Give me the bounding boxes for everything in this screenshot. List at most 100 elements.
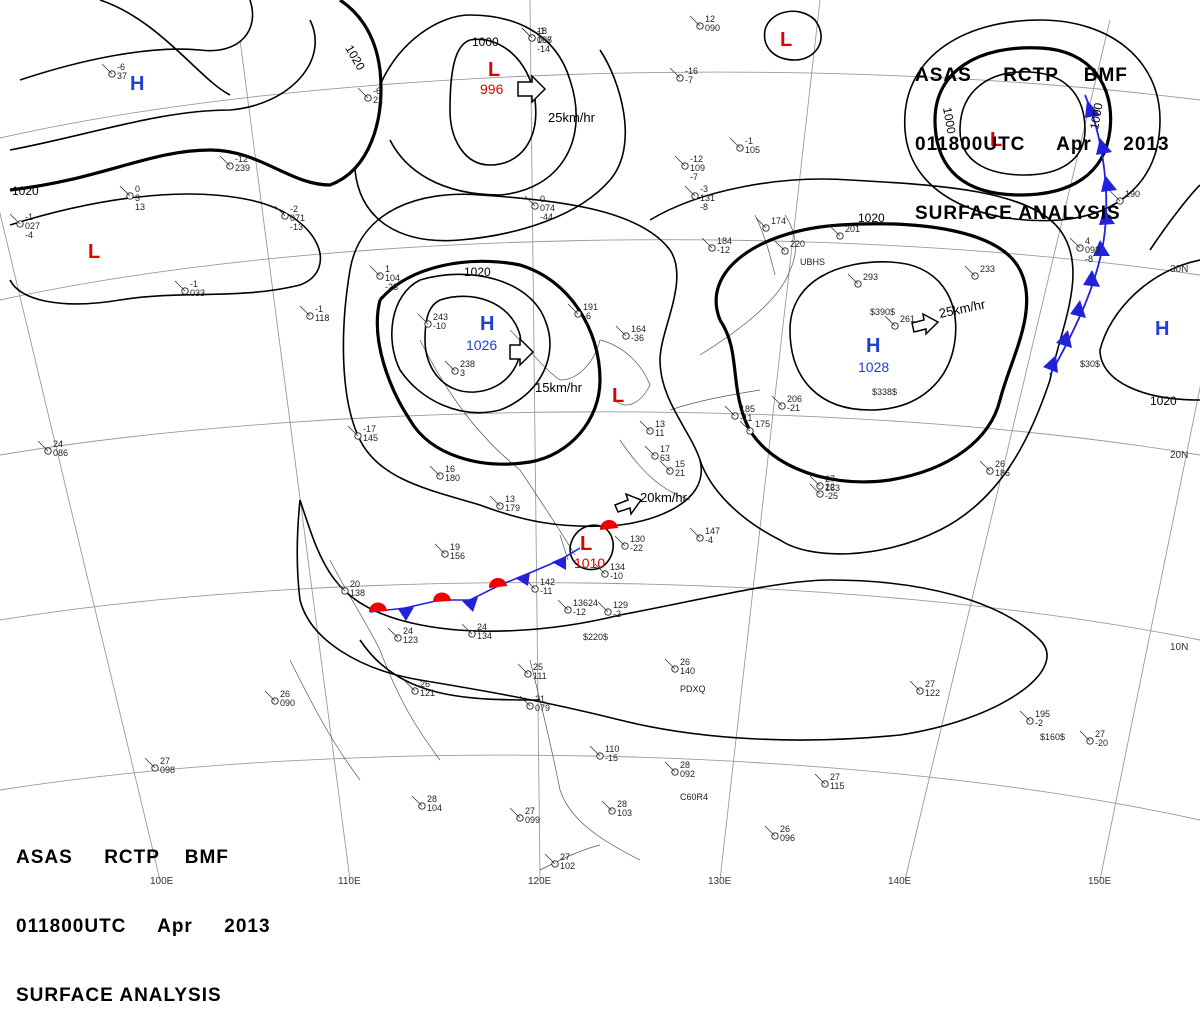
wind-barb (764, 825, 776, 837)
station-value: -44 (540, 212, 553, 222)
station-value: 142 (540, 577, 555, 587)
cold-front-symbol (1093, 240, 1110, 256)
station-value: -11 (540, 586, 552, 596)
station-plot: 164-36 (615, 324, 646, 343)
isobar-label: 1000 (1087, 101, 1105, 130)
station-value: 24 (53, 439, 63, 449)
station-value: 293 (863, 272, 878, 282)
wind-barb (174, 280, 186, 292)
high-center-marker: H (130, 73, 144, 95)
isobar-northeast-low-1000 (959, 71, 1086, 176)
isobar-northeast-low-outer (904, 19, 1161, 222)
station-value: -6 (373, 86, 381, 96)
station-value: 27 (1095, 729, 1105, 739)
lat-label: 20N (1170, 450, 1188, 461)
station-plot: 147-4 (689, 526, 720, 545)
station-value: 122 (925, 688, 940, 698)
title-station: RCTP (1003, 65, 1059, 86)
wind-barb (429, 465, 441, 477)
northeast-cold-front (1043, 94, 1117, 376)
station-value: 3 (460, 368, 465, 378)
motion-arrows (509, 74, 940, 516)
lon-label: 150E (1088, 876, 1112, 887)
title-center: ASAS (915, 65, 972, 86)
wind-barb (219, 155, 231, 167)
cold-front-symbol (552, 556, 566, 570)
station-value: 24 (477, 622, 487, 632)
wind-barb (101, 63, 113, 75)
station-value: 26 (420, 679, 430, 689)
wind-barb (684, 185, 696, 197)
station-value: 179 (505, 503, 520, 513)
station-value: 19 (450, 542, 460, 552)
wind-barb (689, 15, 701, 27)
station-value: 079 (535, 703, 550, 713)
station-value: 033 (190, 288, 205, 298)
cold-front-symbol (1099, 208, 1115, 225)
isobar-label: 1020 (464, 265, 491, 279)
station-value: 180 (445, 473, 460, 483)
station-plot: -637 (101, 62, 127, 81)
meridian-140e (904, 19, 1111, 881)
isobar-central-1020 (391, 273, 551, 414)
title-year: 2013 (1123, 134, 1170, 155)
isobar-northwest-c (99, 0, 231, 96)
station-value: 145 (363, 433, 378, 443)
station-value: -25 (825, 491, 838, 501)
wind-barb (739, 420, 751, 432)
station-value: -13 (290, 222, 303, 232)
warm-front-symbol (368, 602, 387, 612)
low-center-marker: L (612, 385, 624, 407)
station-value: 11 (655, 428, 664, 438)
station-value: -36 (631, 333, 644, 343)
wind-barb (884, 315, 896, 327)
cold-front-symbol (1056, 330, 1072, 348)
station-value: 092 (680, 769, 695, 779)
station-value: -12 (717, 245, 730, 255)
station-value: -12 (235, 154, 248, 164)
station-plot: 261 (884, 314, 915, 330)
front-line (1049, 94, 1108, 376)
station-value: 26 (280, 689, 290, 699)
station-value: 185 (740, 404, 755, 414)
station-value: -8 (1085, 254, 1093, 264)
lon-label: 120E (528, 876, 552, 887)
station-value: 190 (1125, 189, 1140, 199)
wind-barb (461, 623, 473, 635)
station-value: 098 (160, 765, 175, 775)
wind-barb (664, 658, 676, 670)
wind-barb (357, 87, 369, 99)
isobar-east-high-inner (789, 261, 957, 411)
wind-barb (729, 137, 741, 149)
station-value: 103 (617, 808, 632, 818)
station-value: 206 (787, 394, 802, 404)
station-value: 163 (825, 483, 840, 493)
station-value: -17 (363, 424, 376, 434)
station-value: 16 (445, 464, 455, 474)
station-value: 28 (680, 760, 690, 770)
station-value: 147 (705, 526, 720, 536)
station-value: 118 (315, 313, 329, 323)
wind-barb (369, 265, 381, 277)
station-value: 099 (525, 815, 540, 825)
pressure-centers: H L 996 L L H 1026 L L 1010 H 1028 H L (88, 29, 1169, 571)
station-plot: 190 (1109, 189, 1140, 205)
station-value: -11 (740, 413, 752, 423)
station-value: 24 (403, 626, 413, 636)
motion-speed-label: 25km/hr (548, 110, 596, 125)
station-value: -2 (613, 609, 621, 619)
motion-speed-label: 15km/hr (535, 380, 583, 395)
